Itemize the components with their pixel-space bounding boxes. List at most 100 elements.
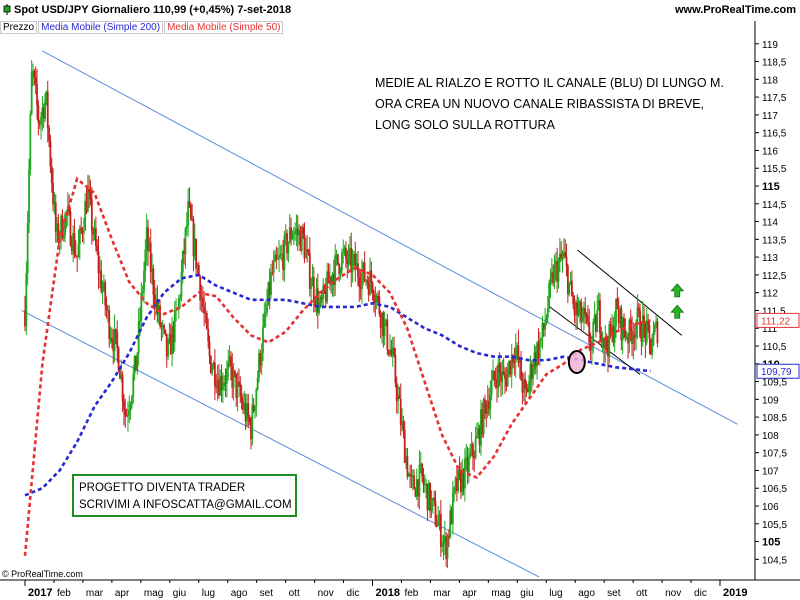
candle — [423, 474, 426, 493]
candle — [601, 331, 604, 353]
candle — [578, 299, 581, 324]
candle — [74, 240, 77, 258]
candle — [209, 354, 212, 375]
candle — [263, 302, 266, 329]
candle — [343, 244, 346, 257]
candle — [291, 230, 294, 241]
candle — [640, 321, 643, 356]
candle — [399, 383, 402, 436]
candle — [127, 401, 129, 432]
candle — [207, 318, 210, 349]
candle — [50, 157, 53, 193]
candle — [608, 321, 611, 364]
site-link[interactable]: www.ProRealTime.com — [674, 4, 796, 16]
candle — [131, 394, 133, 409]
legend-ma200[interactable]: Media Mobile (Simple 200) — [38, 21, 164, 34]
candle — [419, 451, 422, 474]
candle — [164, 329, 167, 337]
candle — [248, 414, 251, 426]
candle — [425, 478, 428, 499]
candle — [542, 322, 545, 337]
candle — [102, 274, 105, 293]
candle — [639, 303, 641, 339]
candle — [254, 405, 256, 419]
candle — [81, 226, 84, 243]
candle — [572, 292, 575, 310]
candle — [335, 249, 338, 266]
candle — [611, 313, 613, 342]
candle — [302, 223, 305, 239]
candle — [243, 390, 246, 415]
candle — [410, 464, 413, 488]
candle — [548, 279, 551, 313]
candle — [623, 313, 625, 339]
candle — [381, 312, 383, 344]
x-tick-label: apr — [462, 588, 477, 599]
candle — [653, 322, 656, 335]
candle — [508, 359, 510, 378]
candle — [441, 534, 444, 553]
candle — [213, 349, 216, 401]
legend-price[interactable]: Prezzo — [0, 21, 38, 34]
candle — [429, 482, 432, 519]
candle — [159, 299, 161, 329]
candle — [234, 369, 236, 378]
candle — [350, 232, 353, 288]
candle — [224, 368, 227, 398]
candle — [496, 365, 498, 403]
candle — [303, 222, 306, 264]
candle — [117, 345, 120, 372]
candle — [497, 355, 500, 398]
y-tick-label: 115 — [762, 181, 780, 193]
candle — [276, 247, 279, 261]
candle — [290, 217, 292, 246]
candle — [129, 400, 132, 420]
candle — [135, 355, 137, 371]
legend-ma50[interactable]: Media Mobile (Simple 50) — [164, 21, 284, 34]
candle — [354, 241, 357, 282]
candle — [552, 264, 555, 287]
candle — [426, 483, 429, 522]
candle — [168, 322, 171, 345]
candle — [525, 380, 528, 397]
x-tick-label: mar — [433, 588, 451, 599]
candle — [391, 336, 394, 367]
y-tick-label: 113,5 — [762, 235, 787, 246]
candle — [34, 66, 37, 95]
candle — [648, 320, 651, 355]
candle — [53, 192, 56, 215]
candle — [259, 349, 262, 373]
candle — [481, 402, 484, 438]
candle — [286, 229, 288, 261]
x-tick-label: ago — [231, 588, 248, 599]
analysis-annotation: MEDIE AL RIALZO E ROTTO IL CANALE (BLU) … — [375, 73, 795, 136]
x-tick-label: nov — [318, 588, 334, 599]
candle — [641, 300, 644, 348]
candle — [561, 250, 564, 273]
candle — [361, 259, 363, 304]
y-tick-label: 109 — [762, 395, 779, 406]
candle — [617, 297, 620, 331]
candle — [620, 304, 623, 351]
candle — [510, 343, 513, 388]
candle — [417, 478, 420, 508]
up-arrow-icon — [670, 304, 685, 319]
candle — [66, 192, 69, 227]
candle — [62, 218, 65, 242]
candle — [430, 490, 433, 518]
candle — [136, 351, 139, 375]
candle — [185, 212, 188, 236]
candle — [288, 213, 291, 244]
candle — [296, 215, 299, 251]
y-tick-label: 117 — [762, 111, 778, 122]
candle — [514, 333, 517, 378]
candle — [183, 238, 186, 265]
candle — [422, 467, 425, 493]
candle — [328, 263, 331, 291]
candle — [231, 353, 234, 399]
candle — [230, 351, 232, 381]
candle — [78, 224, 81, 260]
candle — [324, 277, 327, 308]
candle — [409, 464, 411, 489]
